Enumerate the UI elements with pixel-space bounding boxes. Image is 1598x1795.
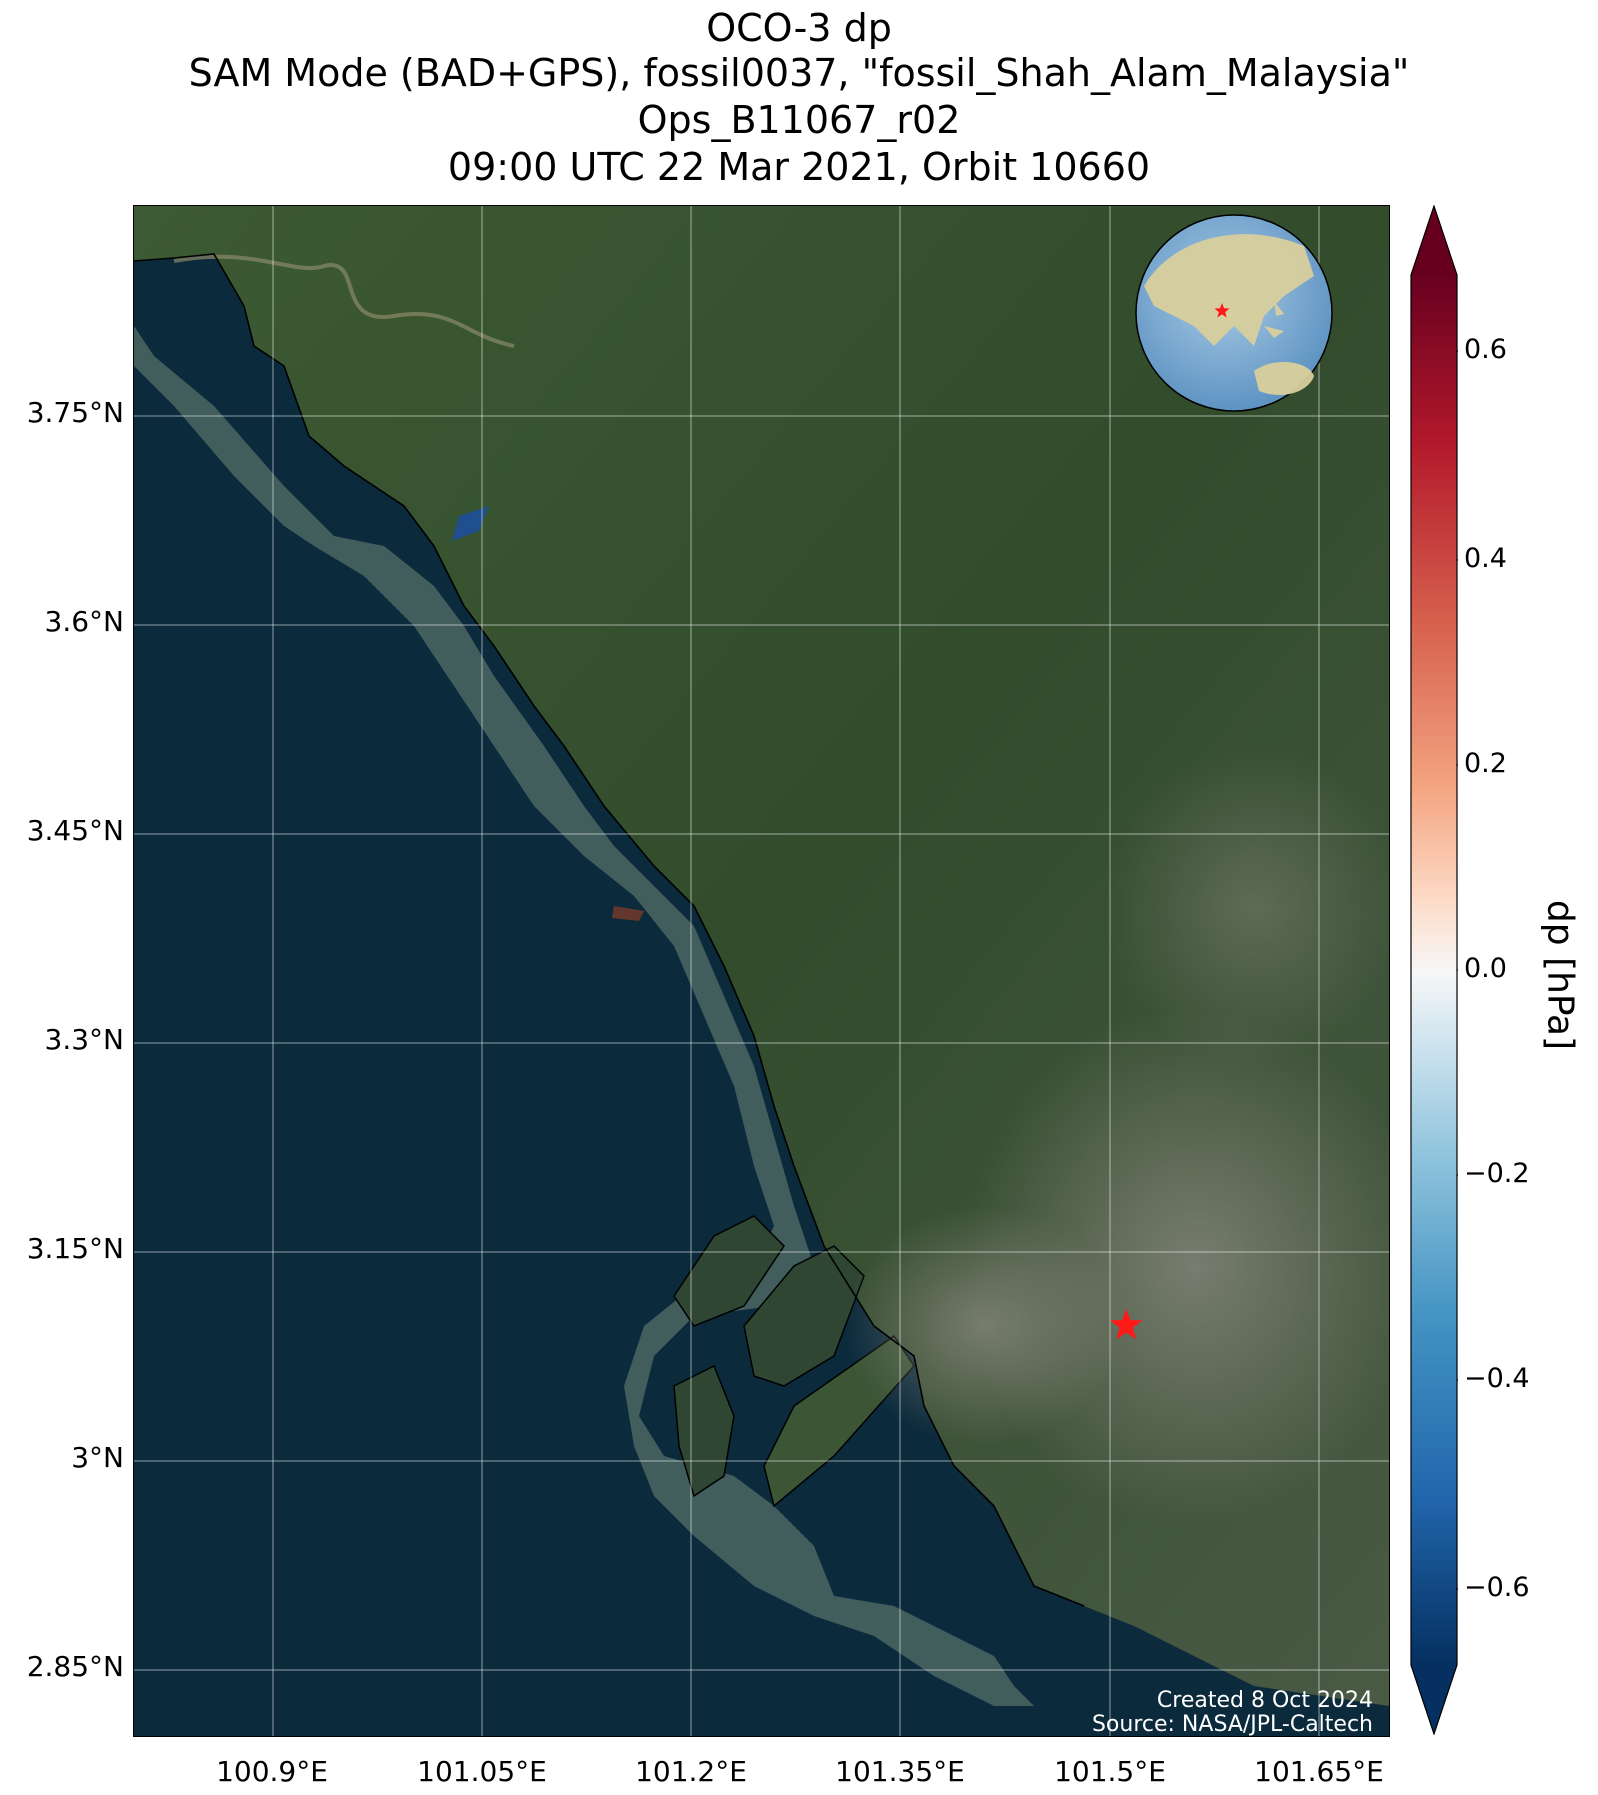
title-line-1: OCO-3 dp xyxy=(706,6,892,50)
lat-tick-label: 2.85°N xyxy=(26,1650,124,1683)
title-line-3: Ops_B11067_r02 xyxy=(637,98,961,142)
gridlines xyxy=(134,206,1389,1736)
globe-land-asia xyxy=(1144,234,1314,346)
lat-tick-label: 3.15°N xyxy=(26,1232,124,1265)
lon-tick-label: 101.05°E xyxy=(417,1755,547,1788)
coastline xyxy=(134,253,1085,1607)
river xyxy=(173,254,515,348)
credit-source: Source: NASA/JPL-Caltech xyxy=(1091,1712,1373,1737)
colorbar-tick-label: 0.6 xyxy=(1464,334,1507,365)
delta-islands xyxy=(673,1215,785,1327)
dp-sample-blue xyxy=(452,506,489,541)
urban-area xyxy=(1104,746,1389,1066)
coastal-shallows xyxy=(134,326,1034,1706)
lat-tick-label: 3.6°N xyxy=(44,605,124,638)
colorbar-tick-label: 0.2 xyxy=(1464,748,1507,779)
colorbar-extend-top xyxy=(1411,206,1457,275)
credit-created: Created 8 Oct 2024 xyxy=(1156,1688,1373,1713)
globe-land-australia xyxy=(1254,361,1314,396)
star-icon xyxy=(1214,303,1230,318)
lat-tick-label: 3°N xyxy=(71,1441,124,1474)
lon-tick-label: 101.35°E xyxy=(835,1755,965,1788)
title-line-4: 09:00 UTC 22 Mar 2021, Orbit 10660 xyxy=(447,145,1151,189)
colorbar-tick-label: −0.4 xyxy=(1464,1363,1530,1394)
colorbar-tick-label: −0.2 xyxy=(1464,1158,1530,1189)
inset-globe xyxy=(1135,214,1333,412)
colorbar-label: dp [hPa] xyxy=(1539,899,1581,1051)
colorbar xyxy=(1410,205,1458,1735)
map-canvas xyxy=(134,206,1389,1736)
lon-tick-label: 101.65°E xyxy=(1254,1755,1384,1788)
colorbar-tick-label: 0.4 xyxy=(1464,543,1507,574)
colorbar-extend-bottom xyxy=(1411,1665,1457,1734)
lon-tick-label: 101.5°E xyxy=(1054,1755,1166,1788)
lat-tick-label: 3.45°N xyxy=(26,814,124,847)
lat-tick-label: 3.75°N xyxy=(26,396,124,429)
colorbar-body xyxy=(1411,275,1457,1665)
lat-tick-label: 3.3°N xyxy=(44,1023,124,1056)
map-panel[interactable]: Created 8 Oct 2024 Source: NASA/JPL-Calt… xyxy=(133,205,1390,1737)
lon-tick-label: 101.2°E xyxy=(635,1755,747,1788)
delta-islands xyxy=(673,1364,735,1498)
colorbar-outline xyxy=(1410,205,1458,1735)
star-icon xyxy=(1110,1308,1143,1340)
urban-area xyxy=(844,1206,1124,1446)
lon-tick-label: 100.9°E xyxy=(216,1755,328,1788)
globe-land-islands xyxy=(1219,301,1284,338)
colorbar-tick-label: 0.0 xyxy=(1464,953,1507,984)
dp-sample-red xyxy=(612,906,644,921)
colorbar-tick-label: −0.6 xyxy=(1464,1572,1530,1603)
title-line-2: SAM Mode (BAD+GPS), fossil0037, "fossil_… xyxy=(188,51,1410,95)
